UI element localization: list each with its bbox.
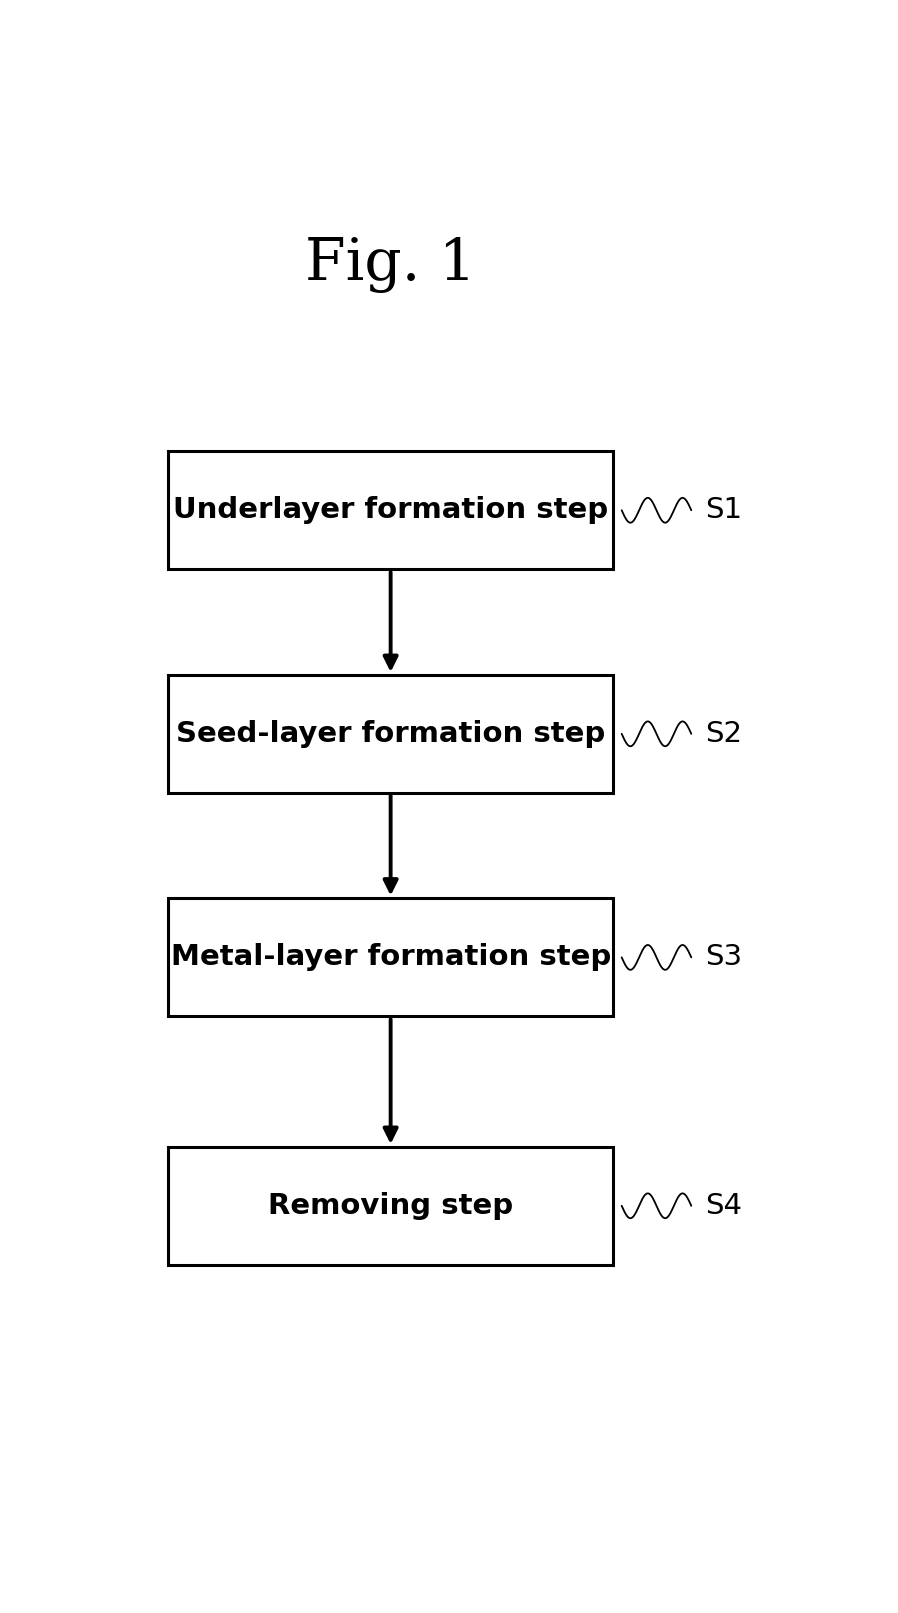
Text: Seed-layer formation step: Seed-layer formation step: [176, 719, 605, 748]
Text: S2: S2: [705, 719, 743, 748]
FancyBboxPatch shape: [168, 898, 613, 1016]
FancyBboxPatch shape: [168, 674, 613, 794]
FancyBboxPatch shape: [168, 452, 613, 569]
Text: S3: S3: [705, 944, 743, 971]
Text: Underlayer formation step: Underlayer formation step: [173, 497, 608, 524]
Text: S4: S4: [705, 1192, 743, 1219]
Text: Fig. 1: Fig. 1: [305, 237, 476, 294]
Text: S1: S1: [705, 497, 743, 524]
FancyBboxPatch shape: [168, 1147, 613, 1265]
Text: Removing step: Removing step: [269, 1192, 513, 1219]
Text: Metal-layer formation step: Metal-layer formation step: [171, 944, 611, 971]
